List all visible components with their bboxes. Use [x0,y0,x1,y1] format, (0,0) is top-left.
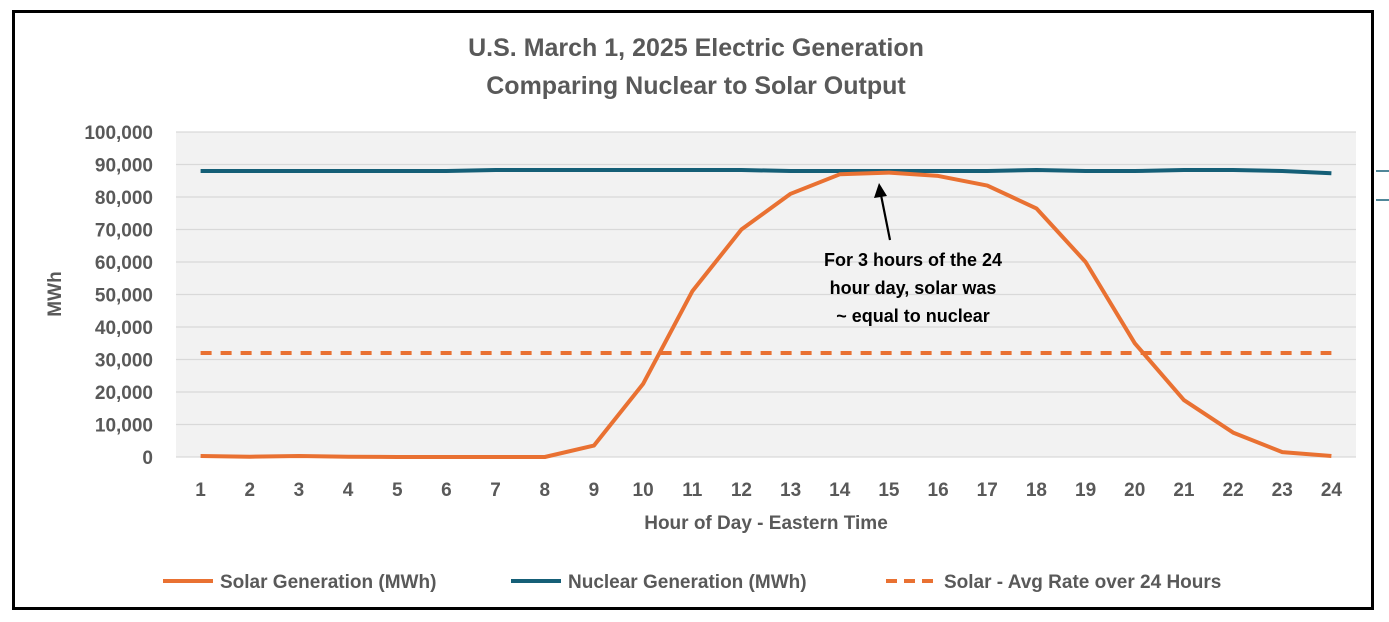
annotation-arrow-head [874,183,887,198]
annotation-line-3: ~ equal to nuclear [836,306,990,326]
legend-label-nuclear: Nuclear Generation (MWh) [568,572,807,593]
series-nuclear-generation [200,168,1332,176]
x-tick-label: 6 [441,480,452,501]
x-tick-label: 23 [1272,480,1293,501]
annotation: For 3 hours of the 24 hour day, solar wa… [824,183,1002,326]
x-tick-label: 10 [633,480,654,501]
y-tick-label: 80,000 [95,188,153,209]
x-tick-label: 2 [244,480,255,501]
y-axis-label: MWh [45,271,66,316]
annotation-line-1: For 3 hours of the 24 [824,250,1002,270]
x-tick-label: 21 [1173,480,1195,501]
x-tick-label: 3 [294,480,305,501]
x-tick-label: 16 [928,480,949,501]
y-tick-label: 30,000 [95,351,153,372]
x-tick-label: 9 [589,480,600,501]
x-tick-label: 11 [682,480,703,501]
x-tick-label: 19 [1075,480,1096,501]
x-tick-label: 22 [1223,480,1244,501]
annotation-arrow-line [879,194,892,241]
legend-label-solar: Solar Generation (MWh) [220,572,436,593]
x-tick-label: 8 [539,480,550,501]
annotation-line-2: hour day, solar was [830,278,997,298]
x-tick-label: 5 [392,480,403,501]
y-tick-label: 70,000 [95,221,153,242]
x-tick-label: 13 [780,480,801,501]
x-axis-label: Hour of Day - Eastern Time [644,513,888,534]
y-tick-label: 10,000 [95,416,153,437]
y-tick-label: 60,000 [95,253,153,274]
series-solar-generation [200,170,1332,459]
x-tick-label: 17 [977,480,998,501]
y-tick-label: 100,000 [84,123,153,144]
x-tick-label: 12 [731,480,752,501]
legend-label-solar-avg: Solar - Avg Rate over 24 Hours [944,572,1221,593]
chart-title: U.S. March 1, 2025 Electric Generation [468,34,924,62]
gridlines [176,131,1356,458]
x-axis-ticks: 1 2 3 4 5 6 7 8 9 10 11 12 13 14 15 16 17 18 19 20 21 22 23 24 [195,480,1342,501]
x-tick-label: 18 [1026,480,1047,501]
x-tick-label: 7 [490,480,501,501]
y-tick-label: 20,000 [95,383,153,404]
y-axis-ticks: 0 10,000 20,000 30,000 40,000 50,000 60,000 70,… [84,123,153,469]
x-tick-label: 1 [195,480,206,501]
x-tick-label: 15 [878,480,900,501]
x-tick-label: 24 [1321,480,1343,501]
y-tick-label: 0 [142,448,153,469]
y-tick-label: 50,000 [95,286,153,307]
y-tick-label: 90,000 [95,156,153,177]
series-lines [200,168,1332,459]
y-tick-label: 40,000 [95,318,153,339]
x-tick-label: 4 [343,480,354,501]
legend: Solar Generation (MWh) Nuclear Generatio… [163,572,1221,593]
x-tick-label: 14 [829,480,851,501]
chart-subtitle: Comparing Nuclear to Solar Output [486,72,906,100]
x-tick-label: 20 [1124,480,1145,501]
